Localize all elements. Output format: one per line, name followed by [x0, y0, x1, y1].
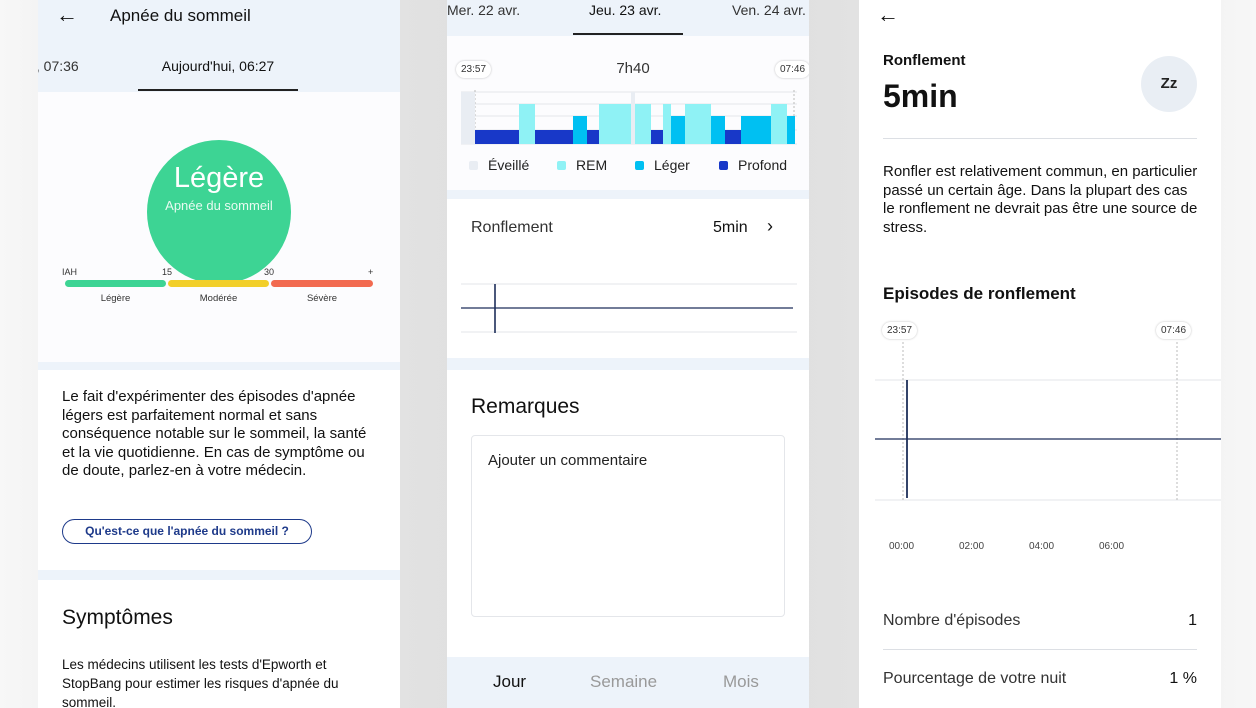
episodes-count-value: 1: [1188, 612, 1197, 629]
severity-subtitle: Apnée du sommeil: [165, 198, 273, 213]
snoring-total: 5min: [883, 78, 958, 114]
sleep-screen: Mer. 22 avr. Jeu. 23 avr. Ven. 24 avr. 2…: [447, 0, 809, 708]
hypnogram: [461, 90, 797, 145]
scale-bar-severe: [271, 280, 373, 287]
legend-awake: Éveillé: [469, 157, 529, 173]
legend-awake-label: Éveillé: [488, 157, 530, 173]
deep-swatch: [719, 161, 728, 170]
x-tick-0000: 00:00: [889, 541, 915, 552]
legend-light-label: Léger: [654, 157, 690, 173]
learn-more-button[interactable]: Qu'est-ce que l'apnée du sommeil ?: [62, 519, 312, 544]
snoring-label: Ronflement: [471, 219, 553, 236]
divider: [447, 190, 809, 199]
snoring-mini-chart: [461, 283, 797, 333]
divider: [38, 362, 400, 370]
chevron-right-icon[interactable]: ›: [767, 216, 773, 236]
night-percent-label: Pourcentage de votre nuit: [883, 670, 1067, 687]
night-percent-value: 1 %: [1169, 670, 1197, 687]
episodes-end-time: 07:46: [1156, 322, 1192, 339]
legend-rem: REM: [557, 157, 607, 173]
day-indicator: [573, 33, 683, 35]
header: [38, 0, 400, 92]
symptoms-title: Symptômes: [62, 606, 173, 629]
symptoms-text: Les médecins utilisent les tests d'Epwor…: [62, 657, 339, 708]
divider: [38, 570, 400, 580]
episodes-chart: [875, 342, 1221, 501]
apnea-description: Le fait d'expérimenter des épisodes d'ap…: [62, 388, 367, 479]
page-title: Apnée du sommeil: [110, 6, 251, 25]
day-current[interactable]: Jeu. 23 avr.: [589, 2, 662, 18]
episodes-start-time: 23:57: [882, 322, 918, 339]
x-tick-0600: 06:00: [1099, 541, 1125, 552]
x-tick-0400: 04:00: [1029, 541, 1055, 552]
start-time: 23:57: [456, 61, 492, 78]
apnea-screen: ← Apnée du sommeil r, 07:36 Aujourd'hui,…: [38, 0, 400, 708]
scale-category-mild: Légère: [100, 293, 131, 304]
sleep-duration: 7h40: [616, 60, 650, 77]
tab-day[interactable]: Jour: [493, 672, 527, 691]
legend-rem-label: REM: [576, 157, 608, 173]
back-arrow-icon[interactable]: ←: [877, 2, 899, 27]
tab-previous-date[interactable]: r, 07:36: [38, 58, 79, 74]
day-prev[interactable]: Mer. 22 avr.: [447, 2, 521, 18]
scale-tick-30: 30: [264, 267, 275, 277]
remarks-title: Remarques: [471, 395, 580, 418]
scale-category-severe: Sévère: [306, 293, 338, 304]
episodes-count-label: Nombre d'épisodes: [883, 612, 1021, 629]
severity-circle: Légère Apnée du sommeil: [147, 140, 291, 284]
end-time: 07:46: [775, 61, 809, 78]
comment-placeholder: Ajouter un commentaire: [488, 452, 648, 469]
rem-swatch: [557, 161, 566, 170]
snoring-description: Ronfler est relativement commun, en part…: [883, 163, 1198, 236]
scale-bar-moderate: [168, 280, 269, 287]
scale-tick-15: 15: [162, 267, 173, 277]
snoring-title: Ronflement: [883, 52, 966, 69]
severity-level: Légère: [173, 162, 265, 194]
snoring-value: 5min: [713, 219, 748, 236]
scale-category-moderate: Modérée: [199, 293, 238, 304]
awake-swatch: [469, 161, 478, 170]
tab-current-date[interactable]: Aujourd'hui, 06:27: [161, 58, 275, 74]
legend-deep-label: Profond: [738, 157, 788, 173]
episodes-title: Episodes de ronflement: [883, 284, 1076, 303]
tab-week[interactable]: Semaine: [590, 672, 658, 691]
date-selector: [447, 0, 809, 36]
tab-month[interactable]: Mois: [723, 672, 759, 691]
divider: [447, 358, 809, 370]
x-tick-0200: 02:00: [959, 541, 985, 552]
period-tabs: Jour Semaine Mois: [447, 657, 809, 708]
tab-indicator: [138, 89, 298, 91]
legend-deep: Profond: [719, 157, 787, 173]
snoring-screen: ← Ronflement 5min Zz Ronfler est relativ…: [859, 0, 1221, 708]
comment-input[interactable]: Ajouter un commentaire: [471, 435, 785, 617]
light-swatch: [635, 161, 644, 170]
snore-zz-icon: Zz: [1141, 56, 1197, 112]
legend-light: Léger: [635, 157, 690, 173]
back-arrow-icon[interactable]: ←: [56, 2, 78, 27]
scale-tick-plus: +: [368, 267, 374, 277]
divider: [883, 649, 1197, 650]
divider: [883, 138, 1197, 139]
scale-label: IAH: [62, 267, 78, 277]
day-next[interactable]: Ven. 24 avr.: [732, 2, 806, 18]
scale-bar-mild: [65, 280, 166, 287]
